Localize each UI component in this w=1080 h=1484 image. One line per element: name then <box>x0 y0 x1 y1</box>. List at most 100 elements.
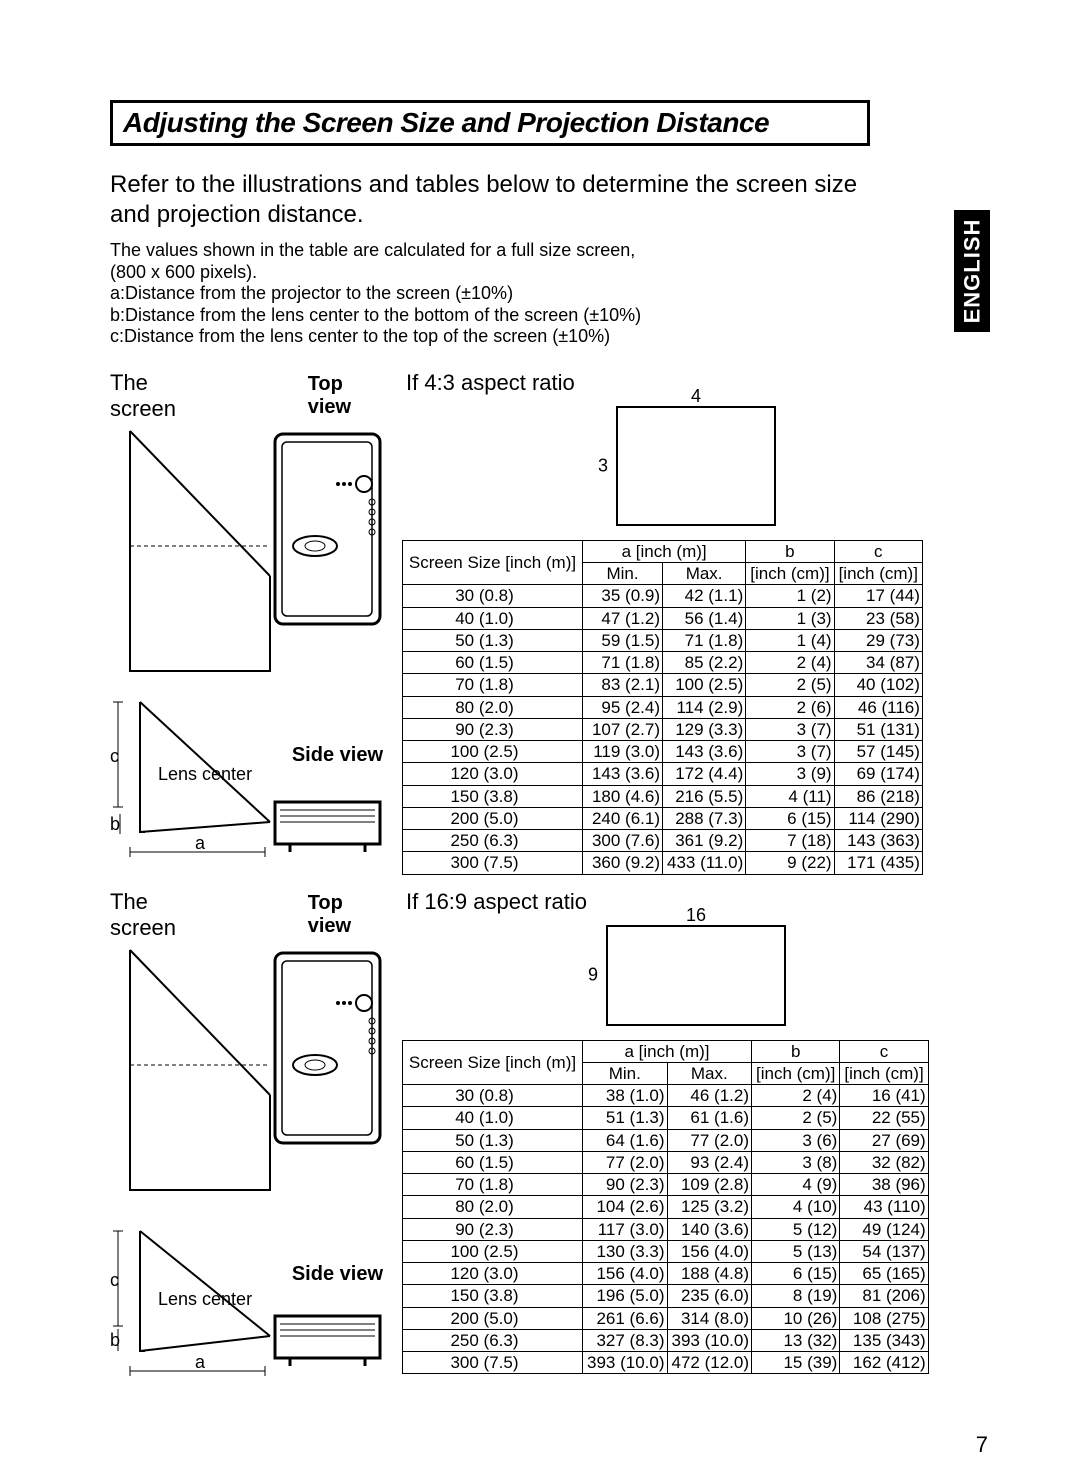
th-b: b <box>746 540 834 562</box>
notes-block: The values shown in the table are calcul… <box>110 240 990 348</box>
table-row: 120 (3.0)143 (3.6)172 (4.4)3 (9)69 (174) <box>403 763 923 785</box>
cell-b: 3 (7) <box>746 741 834 763</box>
th-c: c <box>840 1040 928 1062</box>
cell-max: 100 (2.5) <box>663 674 746 696</box>
cell-size: 150 (3.8) <box>403 1285 583 1307</box>
cell-b: 5 (13) <box>752 1240 840 1262</box>
section-16-9: The screen Top view c b a <box>110 889 990 1386</box>
cell-min: 119 (3.0) <box>583 741 663 763</box>
cell-size: 30 (0.8) <box>403 585 583 607</box>
table-row: 100 (2.5)130 (3.3)156 (4.0)5 (13)54 (137… <box>403 1240 929 1262</box>
screen-label: The screen <box>110 889 218 941</box>
cell-max: 93 (2.4) <box>667 1151 752 1173</box>
page-title-box: Adjusting the Screen Size and Projection… <box>110 100 870 146</box>
cell-b: 5 (12) <box>752 1218 840 1240</box>
cell-b: 2 (4) <box>746 652 834 674</box>
table-row: 80 (2.0)104 (2.6)125 (3.2)4 (10)43 (110) <box>403 1196 929 1218</box>
table-43: Screen Size [inch (m)] a [inch (m)] b c … <box>402 540 923 875</box>
cell-c: 40 (102) <box>834 674 922 696</box>
cell-size: 300 (7.5) <box>403 852 583 874</box>
cell-c: 57 (145) <box>834 741 922 763</box>
note-b: b:Distance from the lens center to the b… <box>110 305 990 327</box>
cell-max: 314 (8.0) <box>667 1307 752 1329</box>
table-row: 200 (5.0)240 (6.1)288 (7.3)6 (15)114 (29… <box>403 807 923 829</box>
cell-min: 393 (10.0) <box>583 1352 668 1374</box>
intro-text: Refer to the illustrations and tables be… <box>110 170 860 230</box>
th-min: Min. <box>583 563 663 585</box>
table-row: 120 (3.0)156 (4.0)188 (4.8)6 (15)65 (165… <box>403 1263 929 1285</box>
cell-c: 51 (131) <box>834 718 922 740</box>
cell-max: 129 (3.3) <box>663 718 746 740</box>
cell-min: 180 (4.6) <box>583 785 663 807</box>
cell-size: 250 (6.3) <box>403 830 583 852</box>
page-title: Adjusting the Screen Size and Projection… <box>123 107 857 139</box>
cell-min: 143 (3.6) <box>583 763 663 785</box>
cell-max: 156 (4.0) <box>667 1240 752 1262</box>
table-row: 250 (6.3)300 (7.6)361 (9.2)7 (18)143 (36… <box>403 830 923 852</box>
cell-c: 17 (44) <box>834 585 922 607</box>
th-size: Screen Size [inch (m)] <box>403 1040 583 1085</box>
cell-c: 49 (124) <box>840 1218 928 1240</box>
lens-center-label: Lens center <box>158 764 252 785</box>
cell-b: 1 (4) <box>746 629 834 651</box>
table-row: 30 (0.8)38 (1.0)46 (1.2)2 (4)16 (41) <box>403 1085 929 1107</box>
cell-min: 64 (1.6) <box>583 1129 668 1151</box>
table-row: 60 (1.5)77 (2.0)93 (2.4)3 (8)32 (82) <box>403 1151 929 1173</box>
cell-c: 54 (137) <box>840 1240 928 1262</box>
cell-max: 393 (10.0) <box>667 1329 752 1351</box>
cell-c: 38 (96) <box>840 1174 928 1196</box>
cell-min: 77 (2.0) <box>583 1151 668 1173</box>
cell-size: 120 (3.0) <box>403 763 583 785</box>
cell-b: 3 (8) <box>752 1151 840 1173</box>
table-row: 40 (1.0)47 (1.2)56 (1.4)1 (3)23 (58) <box>403 607 923 629</box>
table-row: 200 (5.0)261 (6.6)314 (8.0)10 (26)108 (2… <box>403 1307 929 1329</box>
cell-b: 2 (6) <box>746 696 834 718</box>
cell-size: 100 (2.5) <box>403 741 583 763</box>
cell-c: 114 (290) <box>834 807 922 829</box>
cell-c: 65 (165) <box>840 1263 928 1285</box>
top-view-label: Top view <box>308 373 390 419</box>
cell-min: 71 (1.8) <box>583 652 663 674</box>
aspect-169-box-icon: 16 9 <box>606 925 786 1026</box>
cell-min: 95 (2.4) <box>583 696 663 718</box>
cell-c: 32 (82) <box>840 1151 928 1173</box>
th-a: a [inch (m)] <box>583 1040 752 1062</box>
svg-text:b: b <box>110 1330 120 1350</box>
th-c-unit: [inch (cm)] <box>840 1062 928 1084</box>
language-tab: ENGLISH <box>954 210 990 332</box>
cell-c: 43 (110) <box>840 1196 928 1218</box>
cell-c: 69 (174) <box>834 763 922 785</box>
cell-c: 171 (435) <box>834 852 922 874</box>
table-row: 80 (2.0)95 (2.4)114 (2.9)2 (6)46 (116) <box>403 696 923 718</box>
cell-c: 23 (58) <box>834 607 922 629</box>
cell-max: 77 (2.0) <box>667 1129 752 1151</box>
note-a: a:Distance from the projector to the scr… <box>110 283 990 305</box>
cell-c: 29 (73) <box>834 629 922 651</box>
table-169: Screen Size [inch (m)] a [inch (m)] b c … <box>402 1040 929 1375</box>
table-row: 50 (1.3)64 (1.6)77 (2.0)3 (6)27 (69) <box>403 1129 929 1151</box>
language-label: ENGLISH <box>959 219 985 324</box>
th-b: b <box>752 1040 840 1062</box>
cell-c: 22 (55) <box>840 1107 928 1129</box>
table-row: 90 (2.3)117 (3.0)140 (3.6)5 (12)49 (124) <box>403 1218 929 1240</box>
cell-c: 34 (87) <box>834 652 922 674</box>
cell-size: 250 (6.3) <box>403 1329 583 1351</box>
cell-max: 143 (3.6) <box>663 741 746 763</box>
diagram-43-top-icon <box>110 426 390 686</box>
page-number: 7 <box>976 1432 988 1458</box>
cell-size: 80 (2.0) <box>403 1196 583 1218</box>
cell-min: 90 (2.3) <box>583 1174 668 1196</box>
th-size: Screen Size [inch (m)] <box>403 540 583 585</box>
table-row: 300 (7.5)393 (10.0)472 (12.0)15 (39)162 … <box>403 1352 929 1374</box>
cell-min: 156 (4.0) <box>583 1263 668 1285</box>
table-row: 70 (1.8)90 (2.3)109 (2.8)4 (9)38 (96) <box>403 1174 929 1196</box>
cell-max: 235 (6.0) <box>667 1285 752 1307</box>
cell-b: 4 (11) <box>746 785 834 807</box>
cell-max: 188 (4.8) <box>667 1263 752 1285</box>
lens-center-label: Lens center <box>158 1289 252 1310</box>
cell-min: 327 (8.3) <box>583 1329 668 1351</box>
cell-size: 200 (5.0) <box>403 1307 583 1329</box>
table-row: 30 (0.8)35 (0.9)42 (1.1)1 (2)17 (44) <box>403 585 923 607</box>
cell-max: 56 (1.4) <box>663 607 746 629</box>
cell-size: 40 (1.0) <box>403 607 583 629</box>
